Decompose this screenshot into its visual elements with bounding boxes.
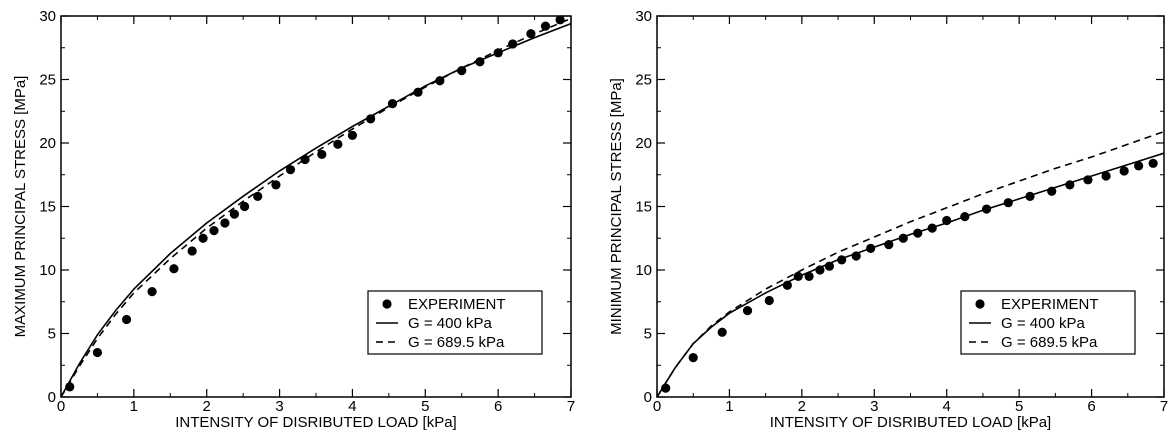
x-tick-label: 0 [653,398,661,415]
y-tick-label: 5 [48,326,56,343]
experiment-point [717,327,727,337]
experiment-point [240,201,250,212]
x-tick-label: 6 [494,398,502,415]
x-tick-label: 3 [870,398,878,415]
experiment-point [1101,171,1111,181]
x-tick-label: 5 [1015,398,1023,415]
chart-2: 0 1 2 3 4 5 6 7 0 5 10 15 20 25 30 INTENSITY OF DISRIBU… [608,8,1168,431]
experiment-point [1134,161,1144,171]
y-axis-label: MAXIMUM PRINCIPAL STRESS [MPa] [12,76,29,338]
x-tick-label: 2 [798,398,806,415]
g-400-kpa-curve [656,152,1165,398]
experiment-point [764,295,774,306]
x-tick-label: 1 [130,398,138,415]
y-tick-label: 20 [39,135,56,152]
experiment-point [555,15,565,25]
y-tick-label: 20 [635,135,652,152]
legend-label: G = 400 kPa [408,315,492,332]
experiment-point [209,226,219,236]
y-tick-label: 25 [39,72,56,89]
y-tick-label: 0 [48,389,56,406]
x-tick-label: 7 [567,398,575,415]
y-tick-label: 10 [635,262,652,279]
y-tick-label: 5 [644,326,652,343]
experiment-point [1119,166,1129,176]
experiment-point [347,130,358,140]
legend-label: G = 689.5 kPa [1001,334,1098,351]
experiment-point [220,218,230,228]
x-tick-label: 4 [348,398,356,415]
x-tick-label: 4 [943,398,951,415]
experiment-point [413,87,423,97]
y-axis-label: MINIMUM PRINCIPAL STRESS [MPa] [608,78,625,335]
experiment-point [1148,158,1158,168]
experiment-point [169,264,179,274]
legend-label: G = 689.5 kPa [408,334,505,351]
experiment-point [198,233,208,243]
experiment-point [333,139,343,149]
legend-label: EXPERIMENT [1001,296,1099,313]
chart-1: 0 1 2 3 4 5 6 7 0 5 10 15 20 25 30 INTENSITY OF DISRIBU… [12,8,575,431]
legend: EXPERIMENT G = 400 kPa G = 689.5 kPa [960,290,1136,355]
experiment-point [121,314,132,325]
y-tick-label: 25 [635,72,652,89]
x-tick-label: 3 [275,398,283,415]
y-tick-label: 10 [39,262,56,279]
g-689-5-kpa-curve [656,130,1165,398]
experiment-point [742,306,753,316]
x-axis-label: INTENSITY OF DISRIBUTED LOAD [kPa] [175,414,456,431]
legend-label: EXPERIMENT [408,296,506,313]
experiment-point [92,347,103,358]
legend-marker-experiment [382,299,392,309]
experiment-point [253,191,263,201]
experiment-point [187,246,197,256]
g-689-5-kpa-curve [60,17,572,398]
x-axis-label: INTENSITY OF DISRIBUTED LOAD [kPa] [770,414,1051,431]
x-tick-label: 2 [203,398,211,415]
experiment-point [688,353,698,363]
y-tick-label: 30 [39,8,56,25]
experiment-point [540,21,551,31]
x-tick-label: 0 [57,398,65,415]
experiment-point [317,149,327,160]
y-tick-label: 30 [635,8,652,25]
x-tick-label: 7 [1160,398,1168,415]
x-tick-label: 1 [725,398,733,415]
legend: EXPERIMENT G = 400 kPa G = 689.5 kPa [367,290,543,355]
g-400-kpa-curve [60,22,572,398]
experiment-point [229,209,239,219]
legend-marker-experiment [975,299,985,309]
experiment-point [271,180,281,190]
experiment-point [457,66,467,76]
y-tick-label: 15 [635,199,652,216]
y-tick-label: 0 [644,389,652,406]
x-tick-label: 6 [1087,398,1095,415]
legend-label: G = 400 kPa [1001,315,1085,332]
x-tick-label: 5 [421,398,429,415]
experiment-point [147,286,157,297]
y-tick-label: 15 [39,199,56,216]
experiment-point [804,271,814,281]
